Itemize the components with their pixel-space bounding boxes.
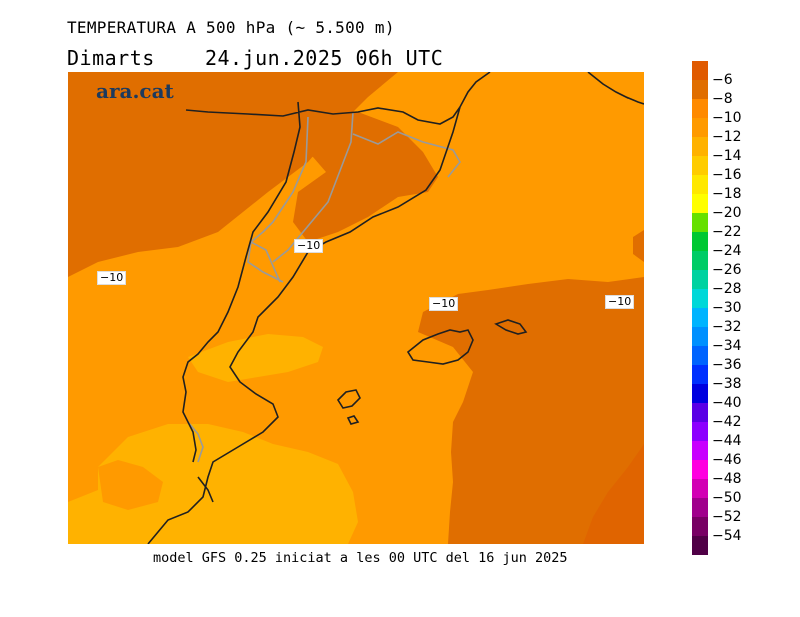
legend-tick-label: −48 (712, 471, 742, 487)
legend-swatch (692, 498, 708, 517)
ara-cat-logo: ara.cat (96, 79, 174, 103)
color-legend (692, 61, 708, 555)
legend-swatch (692, 270, 708, 289)
datetime-label: 24.jun.2025 06h UTC (204, 46, 444, 70)
legend-tick-label: −38 (712, 376, 742, 392)
island-formentera (346, 415, 360, 425)
legend-swatch (692, 213, 708, 232)
legend-swatch (692, 384, 708, 403)
legend-swatch (692, 403, 708, 422)
field-light-south (68, 424, 358, 544)
island-ibiza (336, 389, 361, 409)
contour-label: −10 (605, 295, 635, 309)
legend-tick-label: −24 (712, 243, 742, 259)
legend-tick-label: −50 (712, 490, 742, 506)
map-title: TEMPERATURA A 500 hPa (~ 5.500 m) (67, 18, 395, 37)
legend-tick-label: −20 (712, 205, 742, 221)
temperature-map (68, 72, 644, 544)
legend-tick-label: −10 (712, 110, 742, 126)
day-label: Dimarts (67, 46, 155, 70)
legend-swatch (692, 346, 708, 365)
legend-tick-label: −22 (712, 224, 742, 240)
legend-swatch (692, 441, 708, 460)
contour-label: −10 (97, 271, 127, 285)
legend-tick-label: −8 (712, 91, 733, 107)
legend-swatch (692, 536, 708, 555)
legend-tick-label: −40 (712, 395, 742, 411)
coastline (147, 72, 644, 544)
legend-tick-label: −28 (712, 281, 742, 297)
legend-tick-label: −34 (712, 338, 742, 354)
legend-swatch (692, 232, 708, 251)
legend-swatch (692, 99, 708, 118)
legend-swatch (692, 460, 708, 479)
legend-tick-label: −52 (712, 509, 742, 525)
field-light-center (188, 334, 323, 382)
legend-swatch (692, 327, 708, 346)
contour-label: −10 (429, 297, 459, 311)
legend-swatch (692, 61, 708, 80)
field-darkest-se (583, 444, 644, 544)
legend-tick-label: −32 (712, 319, 742, 335)
island-menorca (494, 319, 528, 335)
legend-swatch (692, 517, 708, 536)
legend-tick-label: −14 (712, 148, 742, 164)
legend-swatch (692, 308, 708, 327)
legend-tick-label: −16 (712, 167, 742, 183)
legend-swatch (692, 479, 708, 498)
legend-labels: −6 −8 −10 −12 −14 −16 −18 −20 −22 −24 −26 −28 −30 −32… (712, 71, 742, 546)
legend-swatch (692, 251, 708, 270)
legend-tick-label: −6 (712, 72, 733, 88)
legend-swatch (692, 422, 708, 441)
legend-swatch (692, 80, 708, 99)
map-subtitle: Dimarts 24.jun.2025 06h UTC (67, 46, 443, 70)
field-dark-edge (633, 230, 644, 262)
border-gray (187, 111, 461, 463)
legend-swatch (692, 118, 708, 137)
legend-tick-label: −54 (712, 528, 742, 544)
legend-swatch (692, 289, 708, 308)
legend-tick-label: −42 (712, 414, 742, 430)
legend-swatch (692, 156, 708, 175)
legend-tick-label: −44 (712, 433, 742, 449)
legend-tick-label: −36 (712, 357, 742, 373)
legend-tick-label: −26 (712, 262, 742, 278)
model-info: model GFS 0.25 iniciat a les 00 UTC del … (153, 550, 568, 566)
island-mallorca (406, 329, 474, 365)
legend-swatch (692, 365, 708, 384)
legend-swatch (692, 194, 708, 213)
field-dark-east (418, 277, 644, 544)
legend-tick-label: −18 (712, 186, 742, 202)
legend-swatch (692, 175, 708, 194)
legend-swatch (692, 137, 708, 156)
legend-tick-label: −30 (712, 300, 742, 316)
field-medium-sw (98, 460, 163, 510)
contour-label: −10 (294, 239, 324, 253)
legend-tick-label: −12 (712, 129, 742, 145)
legend-tick-label: −46 (712, 452, 742, 468)
